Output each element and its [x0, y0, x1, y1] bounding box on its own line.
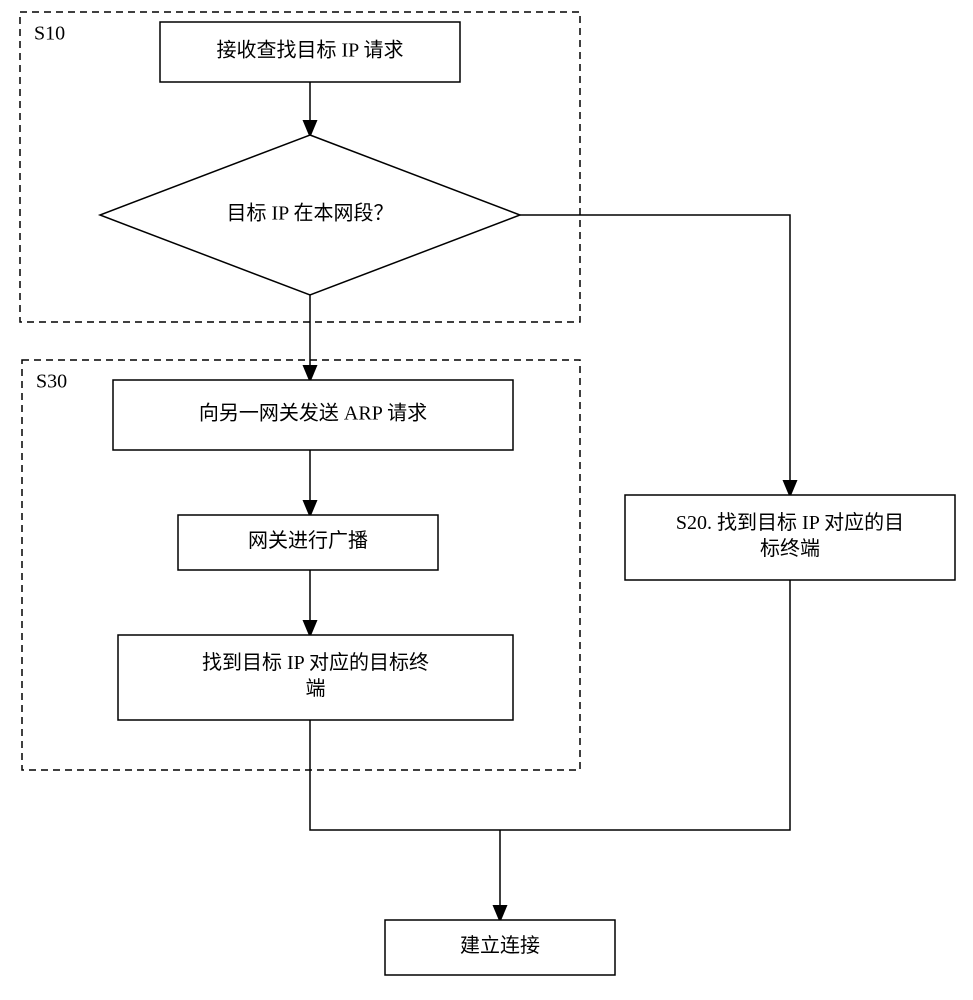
- node-n6-text-0: 建立连接: [460, 934, 540, 957]
- group-label-s10: S10: [34, 23, 65, 45]
- edge-n5-j1: [500, 580, 790, 830]
- node-n4-text-0: 找到目标 IP 对应的目标终: [202, 651, 429, 674]
- node-n4-text-1: 端: [306, 677, 326, 700]
- node-n2-text-0: 向另一网关发送 ARP 请求: [199, 402, 427, 425]
- edge-d1-n5: [520, 215, 790, 495]
- node-n3-text-0: 网关进行广播: [248, 529, 368, 552]
- node-n1-text-0: 接收查找目标 IP 请求: [216, 39, 403, 62]
- node-n5-text-0: S20. 找到目标 IP 对应的目: [676, 511, 904, 534]
- edge-n4-j1: [310, 720, 500, 830]
- group-label-s30: S30: [36, 371, 67, 393]
- node-d1-text-0: 目标 IP 在本网段？: [226, 202, 393, 225]
- node-n5-text-1: 标终端: [760, 537, 820, 560]
